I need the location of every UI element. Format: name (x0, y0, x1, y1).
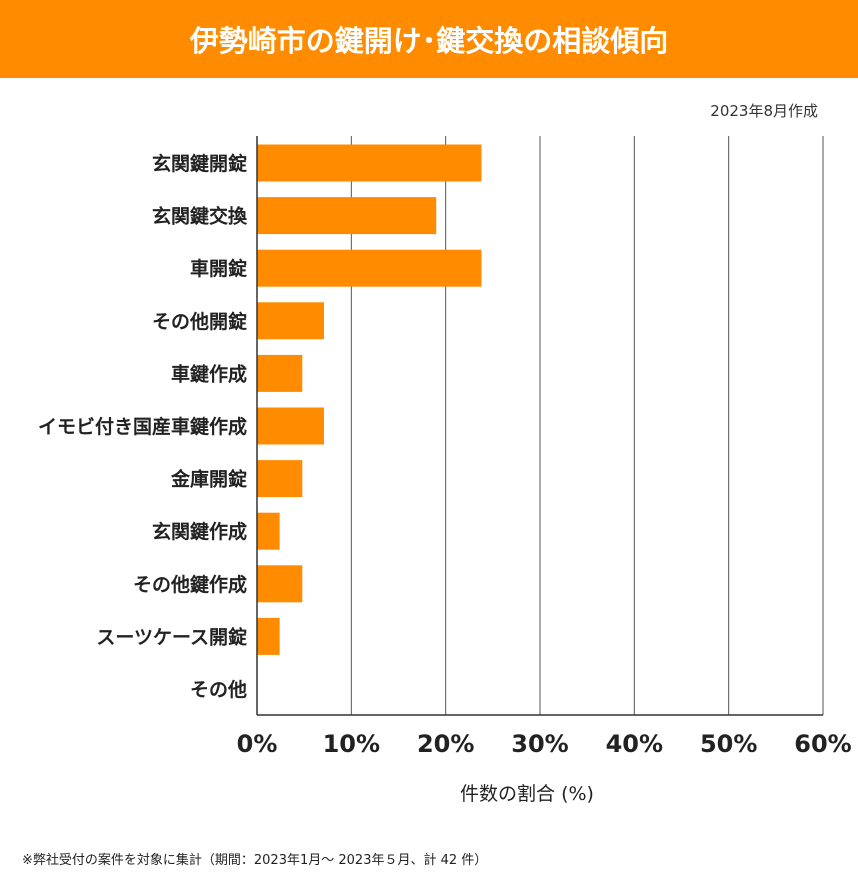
bar (257, 460, 303, 498)
x-tick-label: 10% (323, 730, 380, 758)
bar (257, 144, 482, 182)
x-tick-label: 30% (511, 730, 568, 758)
category-label: 車開錠 (190, 257, 247, 280)
bar (257, 407, 324, 445)
bar (257, 565, 303, 603)
category-label: その他開錠 (152, 310, 247, 333)
category-label: 玄関鍵交換 (152, 205, 248, 228)
x-tick-label: 60% (794, 730, 851, 758)
bar (257, 512, 280, 550)
footnote: ※弊社受付の案件を対象に集計（期間：2023年1月～ 2023年５月、計 42 … (22, 853, 488, 868)
category-label: 金庫開錠 (170, 468, 247, 491)
chart-title: 伊勢崎市の鍵開け･鍵交換の相談傾向 (0, 0, 858, 78)
category-label: 車鍵作成 (171, 362, 247, 385)
x-tick-label: 50% (700, 730, 757, 758)
x-tick-label: 40% (606, 730, 663, 758)
x-axis-label: 件数の割合 (%) (460, 783, 594, 805)
bar (257, 197, 437, 235)
x-tick-label: 20% (417, 730, 474, 758)
category-label: 玄関鍵作成 (152, 520, 247, 543)
category-label: イモビ付き国産車鍵作成 (38, 415, 247, 438)
category-label: その他 (190, 678, 247, 701)
category-label: スーツケース開錠 (96, 625, 247, 648)
date-note: 2023年8月作成 (710, 102, 818, 120)
category-label: その他鍵作成 (133, 573, 247, 596)
bar (257, 617, 280, 655)
bar (257, 249, 482, 287)
bar (257, 302, 324, 340)
x-tick-label: 0% (237, 730, 278, 758)
bar (257, 354, 303, 392)
category-label: 玄関鍵開錠 (152, 152, 247, 175)
